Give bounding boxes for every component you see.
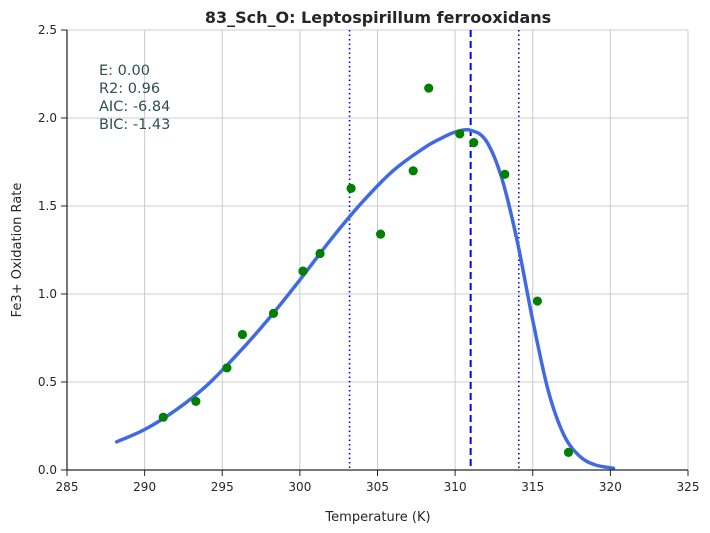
y-tick-label: 2.5 — [38, 23, 57, 37]
data-point — [237, 329, 248, 340]
data-point — [191, 396, 201, 406]
x-tick-label: 325 — [677, 480, 700, 494]
fit-curve — [114, 128, 616, 470]
data-point — [424, 83, 434, 93]
chart-title: 83_Sch_O: Leptospirillum ferrooxidans — [205, 8, 551, 27]
data-point — [376, 229, 386, 239]
fit-curve-layer — [114, 128, 616, 470]
stats-aic: AIC: -6.84 — [99, 99, 170, 115]
stats-r2: R2: 0.96 — [99, 81, 160, 97]
data-point — [222, 363, 232, 373]
data-point — [298, 266, 308, 276]
data-point — [268, 308, 279, 318]
stats-bic: BIC: -1.43 — [99, 117, 170, 133]
y-tick-label: 2.0 — [38, 111, 57, 125]
x-tick-label: 285 — [56, 480, 79, 494]
x-tick-label: 300 — [288, 480, 311, 494]
data-point — [469, 138, 479, 148]
x-tick-label: 315 — [521, 480, 544, 494]
y-tick-label: 0.0 — [38, 463, 57, 477]
data-point — [500, 169, 510, 179]
y-tick-label: 1.0 — [38, 287, 57, 301]
x-tick-label: 295 — [211, 480, 234, 494]
x-axis-title: Temperature (K) — [324, 510, 430, 525]
data-point — [158, 412, 168, 422]
data-point — [408, 166, 418, 176]
data-point — [532, 296, 543, 306]
y-tick-label: 1.5 — [38, 199, 57, 213]
data-point — [315, 248, 325, 259]
stats-box: E: 0.00 R2: 0.96 AIC: -6.84 BIC: -1.43 — [99, 63, 170, 133]
data-point — [455, 129, 465, 139]
y-ticks: 0.0 0.5 1.0 1.5 2.0 2.5 — [38, 23, 67, 477]
x-tick-label: 290 — [133, 480, 156, 494]
data-point — [563, 447, 574, 457]
y-tick-label: 0.5 — [38, 375, 57, 389]
x-ticks: 285 290 295 300 305 310 315 320 325 — [56, 470, 700, 494]
data-point — [346, 183, 356, 193]
x-tick-label: 305 — [366, 480, 389, 494]
x-tick-label: 310 — [444, 480, 467, 494]
y-axis-title: Fe3+ Oxidation Rate — [10, 183, 25, 318]
stats-energy: E: 0.00 — [99, 63, 150, 79]
x-tick-label: 320 — [599, 480, 622, 494]
data-points — [158, 83, 574, 457]
reference-lines — [348, 30, 520, 470]
